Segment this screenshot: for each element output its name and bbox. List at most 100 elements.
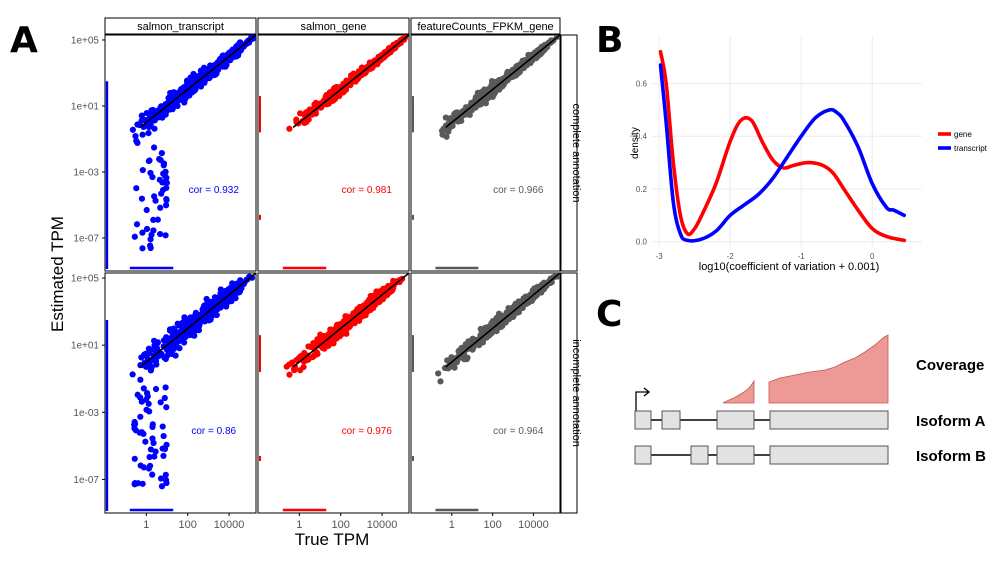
facet-panel: cor = 0.976 xyxy=(257,272,410,514)
data-point xyxy=(143,206,150,214)
data-point xyxy=(163,108,170,115)
data-point xyxy=(150,144,158,151)
data-point xyxy=(161,394,168,402)
density-lines xyxy=(658,50,907,243)
x-tick-label: -3 xyxy=(656,252,664,261)
data-point xyxy=(231,285,238,293)
data-point xyxy=(133,221,141,228)
density-line-gene xyxy=(658,50,907,243)
data-point xyxy=(325,100,332,107)
data-point xyxy=(484,324,491,331)
y-tick-label: 1e+05 xyxy=(71,35,100,46)
data-point xyxy=(158,103,165,110)
identity-line xyxy=(292,273,409,368)
identity-line xyxy=(139,273,256,368)
arrowhead-icon xyxy=(643,387,651,397)
data-point xyxy=(158,483,166,490)
x-tick-label: 10000 xyxy=(518,519,549,531)
data-point xyxy=(159,423,166,430)
data-point xyxy=(133,185,140,192)
correlation-label: cor = 0.976 xyxy=(342,426,393,437)
data-point xyxy=(131,233,138,240)
data-point xyxy=(161,354,168,361)
exon xyxy=(769,445,889,465)
data-point xyxy=(159,179,166,186)
x-tick-label: 0 xyxy=(870,252,875,261)
data-point xyxy=(190,70,197,78)
facet-panel: cor = 0.964 xyxy=(410,272,561,514)
panel-letter-a: A xyxy=(10,20,38,61)
facet-panel: cor = 0.966 xyxy=(410,34,561,272)
data-point xyxy=(157,399,164,406)
data-point xyxy=(163,404,170,411)
data-point xyxy=(160,432,167,440)
data-point xyxy=(156,155,163,163)
x-axis-title: log10(coefficient of variation + 0.001) xyxy=(699,261,880,273)
data-point xyxy=(202,302,209,310)
x-axis-title: True TPM xyxy=(295,530,370,549)
data-point xyxy=(286,125,293,132)
data-point xyxy=(461,346,468,354)
data-point xyxy=(162,471,169,478)
facet-panel: cor = 0.981 xyxy=(257,34,410,272)
data-point xyxy=(155,114,162,121)
data-point xyxy=(129,371,136,378)
data-point xyxy=(160,162,167,169)
data-point xyxy=(139,116,146,124)
point-cloud xyxy=(412,273,560,512)
facet-frame xyxy=(104,34,257,272)
data-point xyxy=(163,197,170,204)
data-point xyxy=(314,350,321,358)
data-point xyxy=(145,123,153,131)
y-tick-label: 1e+05 xyxy=(71,274,100,285)
data-point xyxy=(140,430,147,438)
correlation-label: cor = 0.966 xyxy=(493,185,544,196)
density-line-transcript xyxy=(658,63,907,243)
exon xyxy=(634,445,652,465)
data-point xyxy=(157,230,164,238)
facet-row-strip: complete annotation xyxy=(560,34,582,272)
coverage-region-large xyxy=(768,334,889,404)
x-tick-labels: 1 100 10000 1 100 10000 1 100 10000 xyxy=(143,513,549,531)
identity-line xyxy=(292,35,409,129)
correlation-label: cor = 0.964 xyxy=(493,426,544,437)
data-point xyxy=(140,464,148,471)
y-tick-label: 0.4 xyxy=(636,132,648,141)
x-tick-label: 10000 xyxy=(367,519,398,531)
facet-column-strip: salmon_transcript xyxy=(104,17,257,35)
data-point xyxy=(489,323,496,330)
correlation-label: cor = 0.932 xyxy=(189,185,240,196)
data-point xyxy=(143,406,150,413)
data-point xyxy=(217,286,224,293)
y-tick-label: 0.6 xyxy=(636,79,648,88)
data-point xyxy=(141,351,148,358)
y-axis-title: Estimated TPM xyxy=(48,216,67,332)
facet-frame xyxy=(104,272,257,514)
data-point xyxy=(197,83,205,90)
data-point xyxy=(137,413,144,420)
facet-panel: cor = 0.86 xyxy=(104,272,257,514)
isoform-b-label: Isoform B xyxy=(916,448,986,465)
coverage-label: Coverage xyxy=(916,357,984,374)
data-point xyxy=(487,330,495,337)
data-point xyxy=(158,149,165,157)
data-point xyxy=(544,43,551,51)
data-point xyxy=(151,125,158,132)
panel-letter-c: C xyxy=(596,294,622,335)
tss-arrow-icon xyxy=(635,391,648,412)
data-point xyxy=(186,330,193,337)
data-point xyxy=(451,364,458,371)
data-point xyxy=(162,232,169,239)
data-point xyxy=(441,126,448,134)
data-point xyxy=(219,59,227,67)
data-point xyxy=(149,106,157,114)
data-point xyxy=(154,339,161,347)
data-point xyxy=(161,172,169,179)
data-point xyxy=(340,318,347,325)
data-point xyxy=(143,389,151,397)
exon xyxy=(716,410,755,430)
correlation-label: cor = 0.86 xyxy=(191,426,236,437)
facet-frame xyxy=(410,34,561,272)
facet-frame xyxy=(410,272,561,514)
